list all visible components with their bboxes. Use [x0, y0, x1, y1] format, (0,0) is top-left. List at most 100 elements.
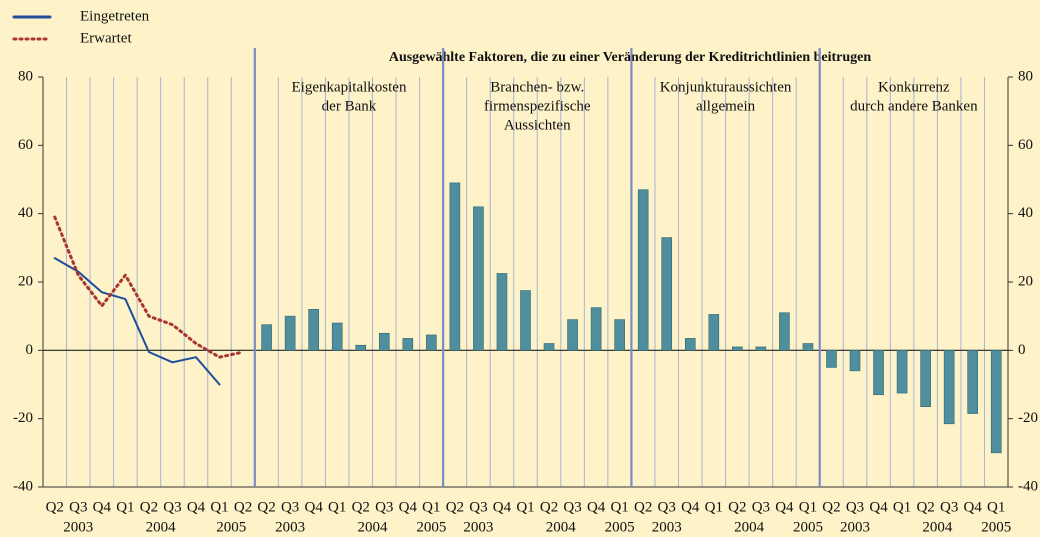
year-label: 2003 — [63, 519, 93, 535]
bar — [543, 343, 555, 351]
x-tick-label: Q4 — [964, 499, 983, 515]
bar — [755, 346, 767, 351]
y-tick-label: 60 — [18, 137, 33, 153]
bar — [567, 319, 578, 351]
bar — [402, 338, 414, 351]
x-tick-label: Q1 — [210, 499, 228, 515]
year-label: 2003 — [840, 519, 870, 535]
y-tick-label: -40 — [13, 478, 33, 494]
x-tick-label: Q1 — [893, 499, 911, 515]
x-tick-label: Q3 — [375, 499, 393, 515]
x-tick-label: Q1 — [422, 499, 440, 515]
y2-tick-label: 20 — [1018, 273, 1033, 289]
y2-tick-label: -40 — [1018, 478, 1038, 494]
x-tick-label: Q2 — [540, 499, 558, 515]
line-series — [53, 257, 221, 386]
y-tick-label: 0 — [26, 342, 34, 358]
x-tick-label: Q4 — [304, 499, 323, 515]
bar — [967, 350, 978, 414]
x-tick-label: Q3 — [281, 499, 299, 515]
x-tick-label: Q3 — [563, 499, 581, 515]
bar — [614, 319, 625, 351]
x-tick-label: Q1 — [987, 499, 1005, 515]
x-tick-label: Q4 — [187, 499, 206, 515]
bar — [779, 312, 790, 351]
x-tick-label: Q4 — [681, 499, 700, 515]
year-label: 2004 — [146, 519, 177, 535]
bar — [590, 307, 602, 351]
y2-tick-label: 80 — [1018, 68, 1033, 84]
bar — [896, 350, 908, 394]
panel-title: Eigenkapitalkosten — [291, 79, 406, 95]
x-tick-label: Q1 — [705, 499, 723, 515]
y2-tick-label: -20 — [1018, 410, 1038, 426]
y-tick-label: 80 — [18, 68, 33, 84]
year-label: 2003 — [652, 519, 682, 535]
x-tick-label: Q2 — [140, 499, 158, 515]
x-tick-label: Q4 — [93, 499, 112, 515]
x-tick-label: Q4 — [399, 499, 418, 515]
x-tick-label: Q4 — [869, 499, 888, 515]
y-tick-label: 20 — [18, 273, 33, 289]
line-series — [53, 215, 245, 359]
year-label: 2004 — [922, 519, 953, 535]
y2-tick-label: 0 — [1018, 342, 1026, 358]
panel-title: Branchen- bzw. — [490, 79, 584, 95]
bar — [496, 273, 508, 351]
panel-title: durch andere Banken — [850, 98, 978, 114]
panel-title: Aussichten — [504, 117, 571, 133]
bar — [331, 322, 343, 351]
bar — [826, 350, 837, 368]
y2-tick-label: 40 — [1018, 205, 1033, 221]
year-label: 2005 — [981, 519, 1011, 535]
x-tick-label: Q2 — [46, 499, 64, 515]
x-tick-label: Q2 — [446, 499, 464, 515]
x-tick-label: Q1 — [516, 499, 534, 515]
bar — [473, 206, 484, 351]
x-tick-label: Q2 — [916, 499, 934, 515]
bar — [943, 350, 955, 425]
bar — [684, 338, 696, 351]
x-tick-label: Q2 — [728, 499, 746, 515]
year-label: 2004 — [546, 519, 577, 535]
bar — [355, 344, 367, 351]
x-tick-label: Q3 — [69, 499, 87, 515]
year-label: 2005 — [793, 519, 823, 535]
bar — [708, 314, 720, 351]
year-label: 2003 — [275, 519, 305, 535]
y-tick-label: -20 — [13, 410, 33, 426]
x-tick-label: Q3 — [940, 499, 958, 515]
bar — [732, 346, 743, 351]
bar — [284, 315, 296, 351]
x-tick-label: Q4 — [587, 499, 606, 515]
bar — [426, 334, 437, 351]
x-tick-label: Q3 — [469, 499, 487, 515]
year-label: 2005 — [605, 519, 635, 535]
x-tick-label: Q4 — [775, 499, 794, 515]
year-label: 2004 — [358, 519, 389, 535]
panel-title: Konjunkturaussichten — [660, 79, 792, 95]
bar — [520, 290, 531, 351]
x-tick-label: Q1 — [116, 499, 134, 515]
panel-title: firmenspezifische — [484, 98, 591, 114]
bar — [920, 350, 931, 408]
x-tick-label: Q2 — [352, 499, 370, 515]
x-tick-label: Q1 — [799, 499, 817, 515]
bar — [308, 309, 319, 351]
legend-label: Eingetreten — [80, 8, 150, 24]
year-label: 2005 — [216, 519, 246, 535]
x-tick-label: Q3 — [163, 499, 181, 515]
bar — [802, 343, 814, 351]
bar — [873, 350, 884, 396]
panel-title: allgemein — [696, 98, 756, 114]
panel-title: Konkurrenz — [878, 79, 950, 95]
bar — [261, 324, 272, 351]
x-tick-label: Q2 — [234, 499, 252, 515]
y-tick-label: 40 — [18, 205, 33, 221]
bar — [849, 350, 861, 372]
legend-label: Erwartet — [80, 30, 132, 46]
x-tick-label: Q1 — [610, 499, 628, 515]
x-tick-label: Q2 — [822, 499, 840, 515]
x-tick-label: Q2 — [257, 499, 275, 515]
